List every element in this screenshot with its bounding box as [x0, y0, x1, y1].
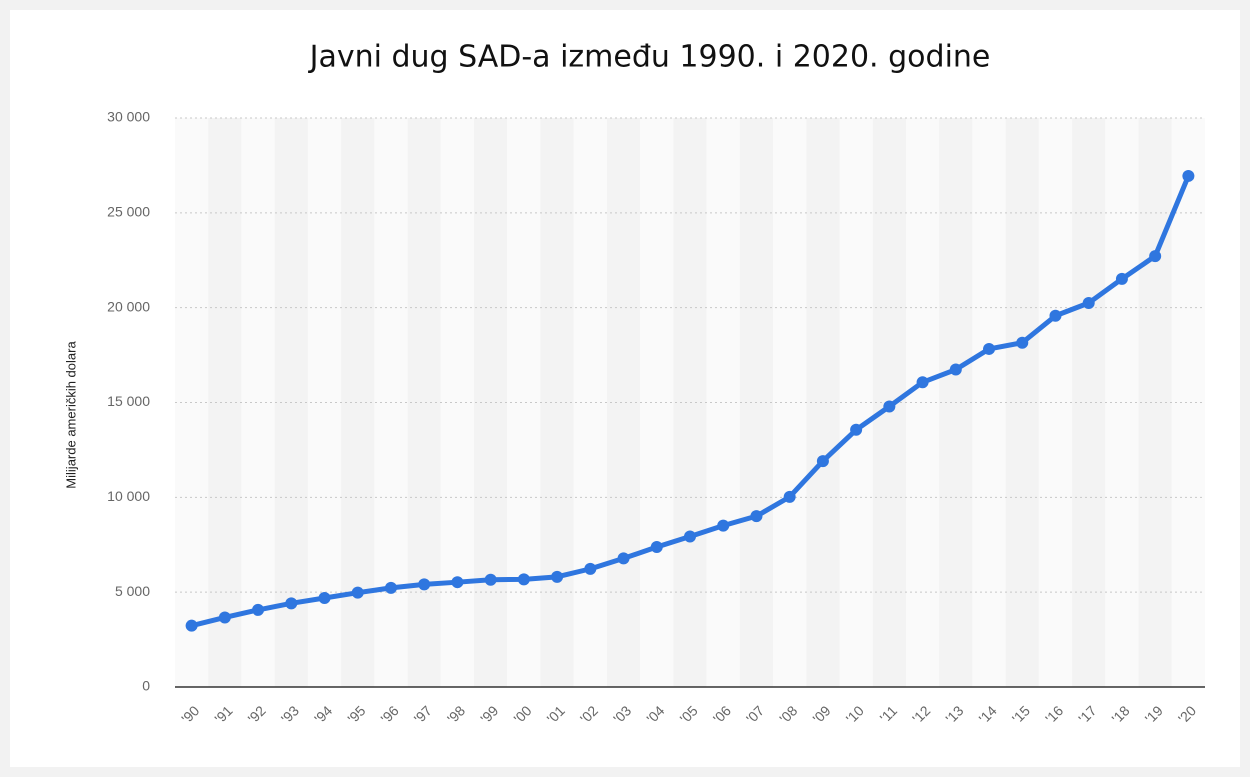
- point: [384, 581, 397, 594]
- y-tick-label: 20 000: [107, 298, 150, 314]
- point: [517, 573, 530, 586]
- y-axis-title: Milijarde američkih dolara: [63, 341, 78, 489]
- point: [816, 455, 829, 468]
- point: [1016, 336, 1029, 349]
- band: [606, 118, 641, 687]
- point: [916, 376, 929, 389]
- point: [850, 423, 863, 436]
- y-tick-label: 0: [142, 678, 150, 694]
- band: [507, 118, 541, 687]
- point: [1182, 169, 1195, 182]
- band: [706, 118, 740, 687]
- point: [1049, 309, 1062, 322]
- y-tick-label: 10 000: [107, 488, 150, 504]
- point: [185, 619, 198, 632]
- chart-title: Javni dug SAD-a između 1990. i 2020. god…: [308, 40, 991, 75]
- point: [750, 510, 763, 523]
- point: [717, 519, 730, 532]
- point: [783, 490, 796, 503]
- point: [285, 597, 298, 610]
- point: [617, 552, 630, 565]
- point: [351, 586, 364, 599]
- band: [1171, 118, 1205, 687]
- point: [218, 611, 231, 624]
- point: [650, 541, 663, 554]
- point: [418, 578, 431, 591]
- point: [584, 562, 597, 575]
- point: [949, 363, 962, 376]
- y-tick-label: 15 000: [107, 393, 150, 409]
- y-tick-label: 25 000: [107, 204, 150, 220]
- point: [1082, 297, 1095, 310]
- point: [883, 400, 896, 413]
- point: [684, 530, 696, 543]
- point: [318, 591, 331, 604]
- point: [551, 570, 564, 583]
- band: [1072, 118, 1106, 687]
- y-tick-label: 5 000: [115, 583, 150, 599]
- point: [484, 573, 497, 586]
- point: [1115, 272, 1128, 285]
- point: [983, 342, 996, 355]
- point: [1149, 250, 1162, 263]
- y-tick-label: 30 000: [107, 109, 150, 125]
- point: [252, 603, 265, 616]
- point: [451, 576, 464, 589]
